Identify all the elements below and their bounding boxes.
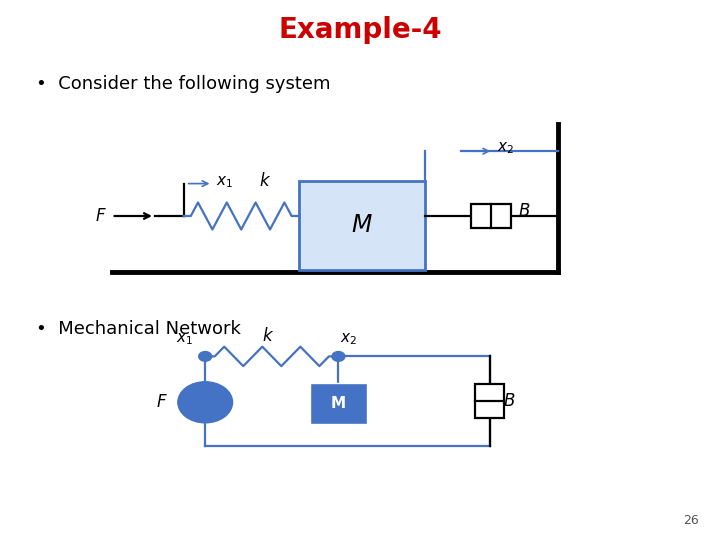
Bar bbox=[299, 181, 425, 270]
Text: $B$: $B$ bbox=[503, 392, 515, 410]
Text: $x_1$: $x_1$ bbox=[216, 174, 233, 191]
Circle shape bbox=[332, 352, 345, 361]
Bar bbox=[472, 204, 511, 228]
Text: $B$: $B$ bbox=[518, 201, 531, 220]
Text: $x_2$: $x_2$ bbox=[340, 331, 357, 347]
Text: •  Mechanical Network: • Mechanical Network bbox=[36, 320, 241, 339]
Circle shape bbox=[178, 382, 233, 423]
Circle shape bbox=[199, 352, 212, 361]
Text: $k$: $k$ bbox=[263, 327, 274, 345]
Text: $k$: $k$ bbox=[259, 172, 271, 190]
Text: $F$: $F$ bbox=[156, 393, 168, 411]
Text: Example-4: Example-4 bbox=[278, 16, 442, 44]
Bar bbox=[310, 383, 367, 424]
Text: M: M bbox=[330, 396, 346, 411]
Bar bbox=[475, 384, 504, 418]
Text: $M$: $M$ bbox=[351, 213, 373, 238]
Text: $x_1$: $x_1$ bbox=[176, 331, 193, 347]
Text: $x_2$: $x_2$ bbox=[497, 140, 514, 157]
Text: 26: 26 bbox=[683, 514, 698, 526]
Text: $F$: $F$ bbox=[95, 207, 107, 225]
Text: •  Consider the following system: • Consider the following system bbox=[36, 75, 330, 93]
